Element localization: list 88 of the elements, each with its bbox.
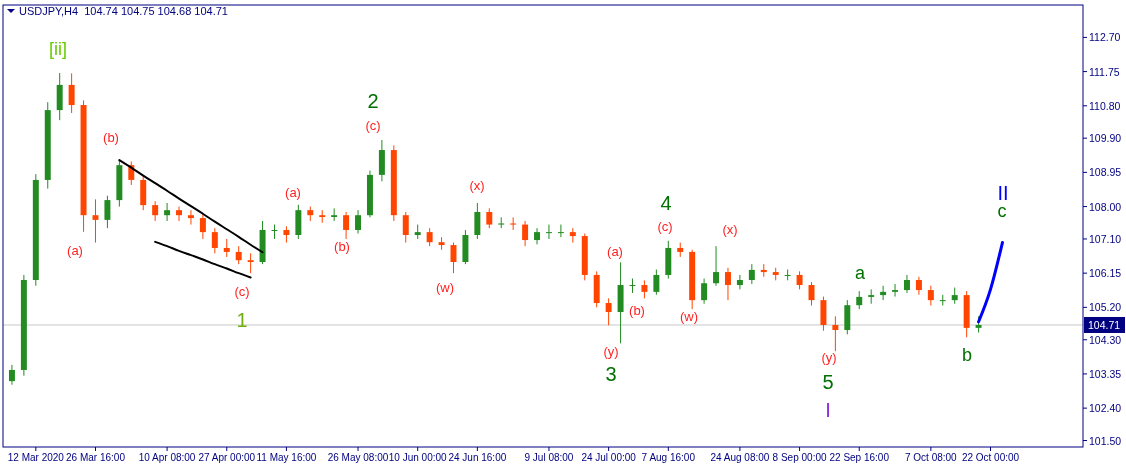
candlestick [724,267,731,301]
annotation: (b) [629,303,645,319]
x-tick-label: 10 Jun 00:00 [388,452,448,463]
candlestick [522,220,529,247]
y-tick-label: 104.30 [1089,333,1122,346]
candlestick [880,285,887,301]
annotation: (w) [679,309,699,325]
x-tick-label: 24 Aug 08:00 [710,452,770,463]
annotation: I [825,399,831,422]
candlestick [68,72,75,114]
candlestick [343,211,350,240]
x-tick-label: 24 Jul 00:00 [581,452,637,463]
annotation: a [854,262,866,283]
candlestick [104,195,111,229]
annotation: (y) [603,344,619,360]
annotation: (b) [334,239,350,255]
y-tick-label: 112.70 [1089,31,1121,44]
candlestick [557,224,564,238]
candlestick [199,213,206,240]
annotation: 2 [367,90,379,113]
candlestick [653,269,660,296]
candlestick [832,315,839,352]
annotation: (a) [285,185,301,201]
y-tick-label: 109.90 [1089,132,1122,145]
x-tick-label: 8 Sep 00:00 [772,452,827,463]
x-tick-label: 12 Mar 2020 [7,452,65,463]
candlestick [176,206,183,222]
x-tick-label: 9 Jul 08:00 [524,452,574,463]
x-tick-label: 24 Jun 16:00 [448,452,507,463]
x-tick-label: 22 Sep 16:00 [829,452,890,463]
annotation: (x) [469,178,485,194]
y-tick-label: 108.00 [1089,200,1122,213]
annotation: 5 [822,371,834,394]
candlestick [939,294,946,307]
x-tick-label: 7 Aug 16:00 [641,452,696,463]
chart-title: USDJPY,H4 104.74 104.75 104.68 104.71 [19,5,228,17]
candlestick [152,200,159,222]
candlestick [545,224,552,240]
annotation: b [961,344,973,365]
y-tick-label: 111.75 [1089,65,1120,78]
y-tick-label: 103.35 [1089,367,1122,380]
annotation: (a) [67,243,83,259]
y-tick-label: 106.15 [1089,267,1122,280]
annotation: (c) [365,118,381,134]
candlestick [748,263,755,285]
x-tick-label: 27 Apr 00:00 [198,452,256,463]
annotation: 3 [605,363,617,386]
annotation: (x) [722,222,738,238]
candlestick [164,202,171,222]
y-tick-label: 110.80 [1089,99,1121,112]
y-tick-label: 105.20 [1089,301,1122,314]
annotation: (b) [103,130,119,146]
y-tick-label: 102.40 [1089,402,1122,415]
x-tick-label: 22 Oct 00:00 [961,452,1020,463]
candlestick [868,288,875,305]
y-tick-label: 108.95 [1089,166,1122,179]
candlestick [605,297,612,326]
annotation: (w) [435,280,455,296]
y-tick-label: 107.10 [1089,232,1122,245]
ref-line-label: 104.71 [1088,318,1121,331]
x-tick-label: 10 Apr 08:00 [138,452,196,463]
candlestick [892,283,899,298]
candlestick [736,274,743,290]
candlestick [701,278,708,305]
candlestick [474,202,481,240]
x-tick-label: 26 Mar 16:00 [66,452,126,463]
x-tick-label: 11 May 16:00 [256,452,317,463]
candlestick [534,227,541,245]
x-tick-label: 26 May 08:00 [327,452,389,463]
candlestick [8,364,15,386]
line-series [154,240,252,279]
candlestick [247,252,254,274]
x-tick-label: 7 Oct 08:00 [904,452,958,463]
annotation: 1 [236,309,248,332]
y-tick-label: 101.50 [1089,434,1122,447]
candlestick [486,207,493,229]
candlestick [713,245,720,287]
annotation: 4 [660,192,672,215]
annotation: (a) [607,244,623,260]
candlestick [927,285,934,307]
annotation: (y) [821,350,837,366]
annotation: (c) [657,219,673,235]
annotation: (c) [234,284,250,300]
candlestick [355,209,362,235]
candlestick [187,209,194,226]
candlestick [402,211,409,244]
annotation: [ii] [49,38,67,59]
candlestick [211,227,218,254]
